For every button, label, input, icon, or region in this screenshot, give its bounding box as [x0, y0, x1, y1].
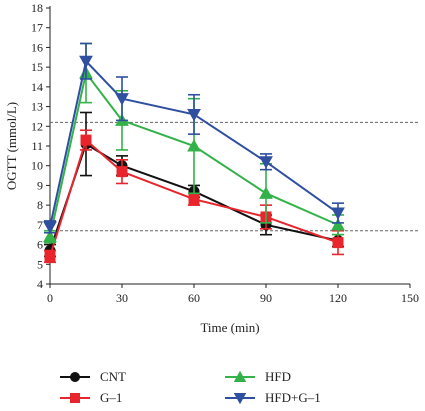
y-tick-label: 16 [31, 40, 43, 54]
x-tick-label: 30 [116, 291, 128, 305]
series [43, 42, 345, 264]
data-point [115, 93, 129, 106]
legend-marker [233, 370, 247, 382]
series-line [49, 70, 339, 237]
x-tick-label: 60 [188, 291, 200, 305]
data-point [43, 221, 57, 234]
data-point [259, 186, 273, 199]
axes: 4 5 6 7 8 9 10 11 12 13 14 15 16 17 18 0 30 60 90 120 150 [31, 1, 419, 305]
legend-marker [233, 393, 247, 405]
y-tick-label: 4 [37, 277, 43, 291]
series-line [49, 59, 339, 228]
y-tick-label: 17 [31, 21, 43, 35]
y-tick-label: 12 [31, 119, 43, 133]
legend-label: HFD [265, 369, 291, 384]
data-point [331, 207, 345, 220]
series-line [49, 138, 339, 257]
data-point [187, 139, 201, 152]
y-tick-label: 15 [31, 60, 43, 74]
data-point [116, 166, 128, 178]
x-tick-label: 90 [260, 291, 272, 305]
data-point [80, 134, 92, 146]
series-group [43, 42, 345, 234]
legend-marker [70, 372, 80, 382]
data-point [332, 237, 344, 249]
y-tick-label: 10 [31, 159, 43, 173]
y-tick-label: 13 [31, 100, 43, 114]
data-point [259, 156, 273, 169]
y-tick-label: 7 [37, 218, 43, 232]
y-tick-label: 9 [37, 178, 43, 192]
x-tick-label: 120 [329, 291, 347, 305]
x-tick-label: 0 [47, 291, 53, 305]
legend-item: HFD+G–1 [225, 390, 321, 405]
data-point [187, 108, 201, 122]
legend-label: G–1 [100, 390, 122, 405]
data-point [44, 250, 56, 262]
x-tick-label: 150 [401, 291, 419, 305]
y-tick-label: 14 [31, 80, 43, 94]
legend-marker [70, 393, 80, 403]
legend-item: G–1 [60, 390, 122, 405]
reference-lines [50, 121, 420, 232]
y-axis-title: OGTT (mmol/L) [4, 102, 19, 190]
legend-label: HFD+G–1 [265, 390, 321, 405]
legend-item: HFD [225, 369, 291, 384]
legend-label: CNT [100, 369, 126, 384]
y-tick-label: 6 [37, 238, 43, 252]
legend: CNT G–1 HFD HFD+G–1 [60, 369, 321, 405]
data-point [331, 217, 345, 231]
y-tick-label: 5 [37, 257, 43, 271]
x-axis-title: Time (min) [200, 320, 259, 335]
y-tick-label: 11 [31, 139, 43, 153]
data-point [188, 193, 200, 205]
y-tick-label: 18 [31, 1, 43, 15]
legend-item: CNT [60, 369, 126, 384]
data-point [79, 55, 93, 69]
data-point [43, 229, 57, 243]
y-tick-label: 8 [37, 198, 43, 212]
